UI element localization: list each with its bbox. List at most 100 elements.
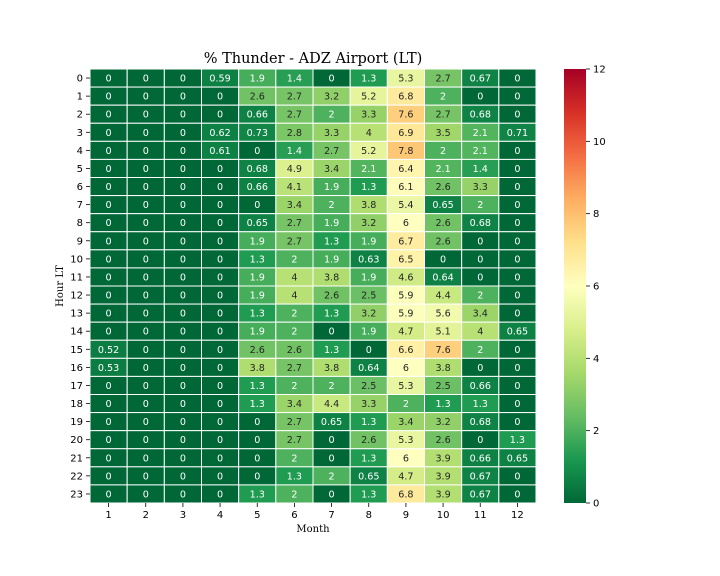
cell-value-label: 0 [254,453,260,464]
cell-value-label: 1.9 [361,327,376,338]
cell-value-label: 0 [514,417,520,428]
cell-value-label: 7.8 [398,146,413,157]
cell-value-label: 0 [329,435,335,446]
cell-value-label: 0 [143,272,149,283]
cell-value-label: 0 [143,182,149,193]
cell-value-label: 0 [106,399,112,410]
cell-value-label: 0 [180,399,186,410]
cell-value-label: 0 [143,218,149,229]
cell-value-label: 0 [143,489,149,500]
cell-value-label: 0.67 [470,471,491,482]
cell-value-label: 2 [291,381,297,392]
cell-value-label: 5.2 [361,92,376,103]
cell-value-label: 0 [106,272,112,283]
cell-value-label: 0 [514,363,520,374]
cell-value-label: 0.68 [470,110,491,121]
cell-value-label: 0 [217,92,223,103]
cell-value-label: 2.7 [435,74,450,85]
cell-value-label: 0 [254,435,260,446]
cell-value-label: 5.4 [398,200,413,211]
cell-value-label: 0 [143,200,149,211]
cell-value-label: 0 [217,327,223,338]
cell-value-label: 2.6 [435,182,450,193]
cell-value-label: 0 [180,200,186,211]
cell-value-label: 1.9 [250,272,265,283]
cell-value-label: 5.9 [398,291,413,302]
cell-value-label: 3.9 [435,453,450,464]
cell-value-label: 2 [477,345,483,356]
cell-value-label: 0 [143,399,149,410]
colorbar-tick-label: 10 [593,137,606,148]
cell-value-label: 1.3 [250,381,265,392]
cell-value-label: 0 [514,489,520,500]
cell-value-label: 1.3 [510,435,525,446]
cell-value-label: 0 [106,110,112,121]
cell-value-label: 0.65 [321,417,342,428]
cell-value-label: 0 [106,309,112,320]
cell-value-label: 0 [180,489,186,500]
cell-value-label: 2.7 [287,110,302,121]
x-tick-label: 6 [291,510,297,521]
colorbar-tick-label: 0 [593,499,599,510]
cell-value-label: 4.7 [398,327,413,338]
colorbar-ticks: 0 2 4 6 8 10 12 [586,65,606,510]
cell-value-label: 0 [217,254,223,265]
cell-value-label: 0.65 [358,471,379,482]
cell-value-label: 0 [180,128,186,139]
cell-value-label: 0 [514,236,520,247]
cell-value-label: 0 [514,92,520,103]
cell-value-label: 2 [291,327,297,338]
cell-value-label: 2 [329,471,335,482]
cell-value-label: 4 [291,272,297,283]
cell-value-label: 0 [514,272,520,283]
x-tick-label: 1 [105,510,111,521]
cell-value-label: 0 [143,254,149,265]
cell-value-label: 3.2 [435,417,450,428]
cell-value-label: 0 [254,471,260,482]
cell-value-label: 6.8 [398,489,413,500]
cell-value-label: 0 [477,92,483,103]
cell-value-label: 6.8 [398,92,413,103]
cell-value-label: 0 [254,417,260,428]
cell-value-label: 0 [180,435,186,446]
cell-value-label: 3.8 [250,363,265,374]
cell-value-label: 0 [514,146,520,157]
x-tick-label: 10 [437,510,450,521]
cell-value-label: 0.68 [470,218,491,229]
colorbar-tick-label: 2 [593,426,599,437]
cell-value-label: 3.2 [361,309,376,320]
x-tick-label: 9 [403,510,409,521]
cell-value-label: 6.7 [398,236,413,247]
cell-value-label: 0.65 [507,327,528,338]
cell-value-label: 0 [106,471,112,482]
cell-value-label: 0.66 [470,381,491,392]
cell-value-label: 0 [514,200,520,211]
cell-value-label: 0 [477,435,483,446]
y-tick-label: 19 [70,417,83,428]
cell-value-label: 0 [217,417,223,428]
cell-value-label: 3.3 [361,399,376,410]
cell-value-label: 1.3 [250,489,265,500]
cell-value-label: 2.6 [324,291,339,302]
cell-value-label: 0 [514,291,520,302]
y-tick-label: 8 [77,218,83,229]
cell-value-label: 0.65 [432,200,453,211]
cell-value-label: 0 [106,381,112,392]
cell-value-label: 7.6 [435,345,450,356]
cell-value-label: 0 [254,200,260,211]
cell-value-label: 0 [106,164,112,175]
cell-value-label: 6.5 [398,254,413,265]
cell-value-label: 5.3 [398,381,413,392]
y-tick-label: 23 [70,489,83,500]
cell-value-label: 0 [143,435,149,446]
cell-value-label: 0 [217,435,223,446]
cell-value-label: 6 [403,363,409,374]
cell-value-label: 1.3 [435,399,450,410]
cell-value-label: 2.1 [473,128,488,139]
cell-value-label: 6.1 [398,182,413,193]
cell-value-label: 0 [143,92,149,103]
cell-value-label: 2.6 [435,218,450,229]
y-axis-label: Hour LT [55,265,66,307]
cell-value-label: 3.9 [435,489,450,500]
cell-value-label: 0 [217,218,223,229]
